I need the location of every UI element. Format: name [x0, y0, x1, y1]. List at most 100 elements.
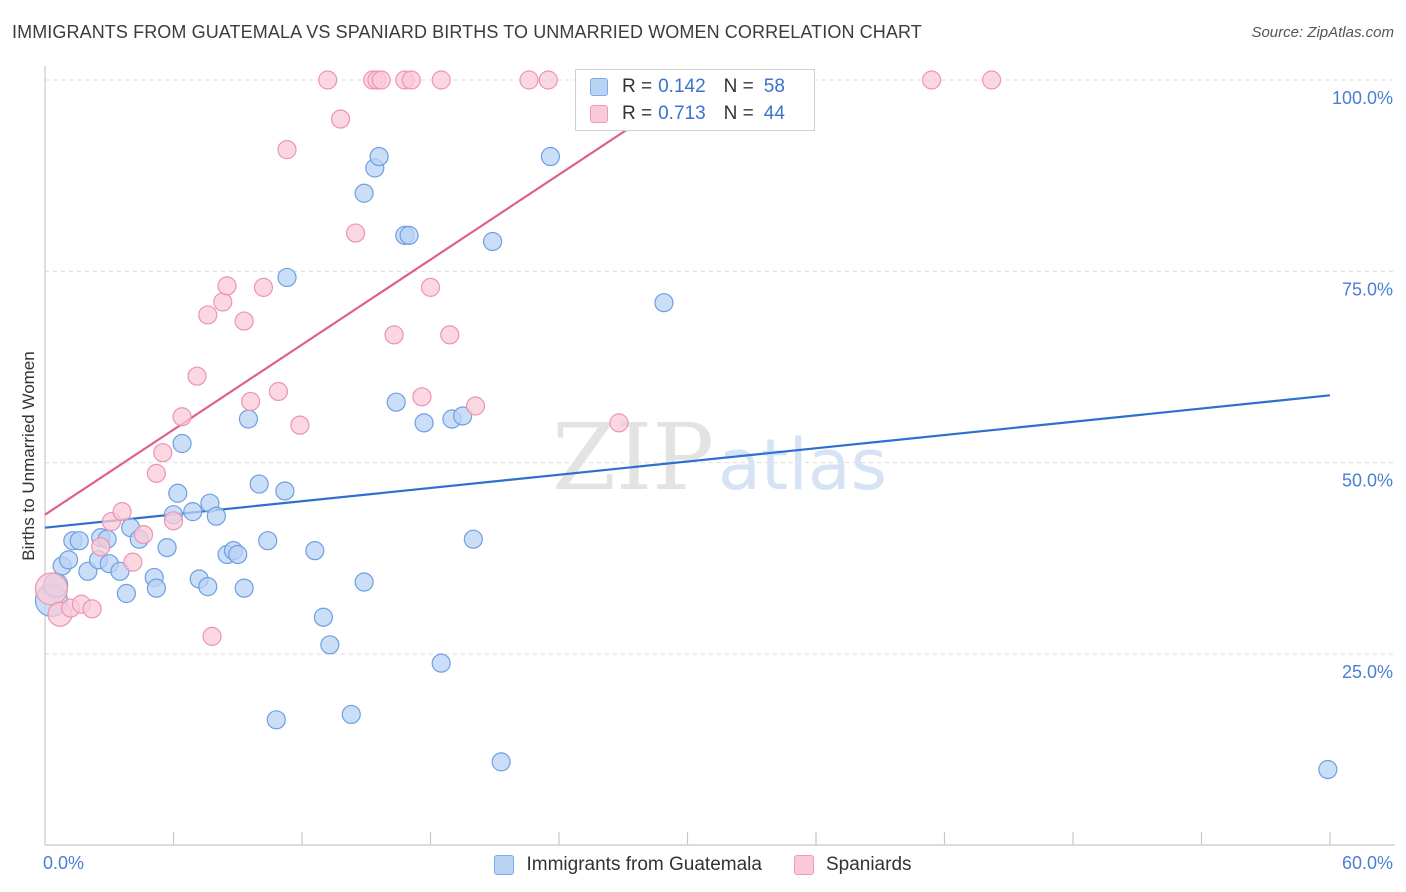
guatemala-point [258, 531, 278, 551]
guatemala-point [540, 146, 561, 167]
spaniards-point [982, 70, 1002, 90]
guatemala-point [463, 529, 483, 549]
x-tick-label: 60.0% [1342, 853, 1393, 873]
legend-item-spaniards[interactable]: Spaniards [793, 854, 912, 876]
guatemala-point [369, 146, 389, 167]
spaniards-point [345, 223, 366, 243]
r-value: 0.142 [658, 76, 706, 97]
source-label: Source: ZipAtlas.com [1251, 24, 1394, 41]
spaniards-point [217, 276, 237, 296]
r-value: 0.713 [658, 103, 706, 124]
spaniards-point [371, 70, 391, 90]
legend-label-spaniards: Spaniards [825, 854, 912, 875]
data-points [34, 70, 1338, 780]
guatemala-point [157, 537, 177, 558]
spaniards-point [153, 443, 173, 463]
spaniards-swatch [590, 105, 608, 123]
guatemala-point [172, 433, 192, 454]
spaniards-point [465, 396, 486, 416]
guatemala-point [69, 531, 89, 551]
x-tick-label: 0.0% [43, 853, 84, 873]
spaniards-point [384, 325, 404, 345]
tick-labels: 25.0% 50.0% 75.0% 100.0% 0.0% 60.0% [43, 88, 1393, 873]
guatemala-point [1318, 759, 1338, 780]
r-key: R = [622, 103, 653, 124]
spaniards-point [609, 413, 629, 433]
guatemala-point [234, 578, 254, 598]
guatemala-swatch [590, 78, 608, 96]
spaniards-point [538, 70, 558, 90]
guatemala-point [341, 704, 361, 725]
spaniards-point [519, 70, 539, 90]
n-key: N = [723, 76, 754, 97]
guatemala-point [249, 474, 269, 494]
spaniards-point [290, 415, 310, 435]
stats-legend-row-guatemala: R = 0.142 N = 58 [590, 74, 785, 100]
guatemala-point [228, 544, 248, 565]
spaniards-point [268, 381, 289, 402]
guatemala-point [431, 653, 451, 673]
legend-label-guatemala: Immigrants from Guatemala [526, 854, 762, 875]
spaniards-swatch [793, 855, 814, 875]
stats-legend-row-spaniards: R = 0.713 N = 44 [590, 101, 785, 127]
guatemala-point [654, 293, 674, 313]
n-value: 44 [763, 103, 785, 124]
spaniards-point [198, 305, 218, 325]
trend-lines [44, 74, 1331, 529]
guatemala-point [354, 183, 374, 203]
stats-legend: R = 0.142 N = 58 R = 0.713 N = 44 [575, 69, 815, 131]
y-tick-label: 75.0% [1342, 279, 1393, 299]
guatemala-point [313, 607, 334, 627]
spaniards-point [34, 572, 69, 606]
guatemala-point [414, 413, 434, 433]
spaniards-point [330, 109, 351, 129]
spaniards-point [187, 366, 207, 386]
spaniards-point [277, 140, 297, 160]
spaniards-point [318, 70, 338, 90]
spaniards-point [431, 70, 451, 90]
legend-item-guatemala[interactable]: Immigrants from Guatemala [494, 854, 762, 876]
guatemala-point [266, 710, 286, 730]
guatemala-point [277, 267, 297, 288]
guatemala-point [453, 406, 473, 426]
gridlines [45, 79, 1395, 655]
watermark-zip: ZIP [552, 404, 714, 511]
spaniards-point [401, 70, 421, 90]
spaniards-point [123, 552, 143, 572]
y-tick-label: 100.0% [1332, 88, 1393, 108]
watermark-atlas: atlas [718, 424, 887, 506]
guatemala-point [183, 502, 203, 522]
y-axis-label: Births to Unmarried Women [19, 351, 38, 560]
series-legend: Immigrants from Guatemala Spaniards [0, 852, 1406, 878]
guatemala-point [320, 635, 340, 655]
spaniards-point [112, 502, 132, 522]
guatemala-point [58, 550, 79, 570]
n-value: 58 [763, 76, 785, 97]
guatemala-point [399, 225, 419, 245]
n-key: N = [723, 103, 754, 124]
spaniards-point [412, 387, 432, 407]
y-tick-label: 50.0% [1342, 471, 1393, 491]
guatemala-point [354, 572, 374, 592]
spaniards-point [91, 537, 111, 557]
chart-title: IMMIGRANTS FROM GUATEMALA VS SPANIARD BI… [12, 22, 922, 42]
guatemala-point [206, 506, 226, 526]
r-key: R = [622, 76, 653, 97]
guatemala-point [483, 231, 503, 252]
guatemala-point [386, 392, 406, 412]
guatemala-trend-line [44, 394, 1331, 529]
guatemala-point [275, 481, 295, 501]
spaniards-point [213, 292, 233, 312]
axes [44, 66, 1395, 846]
guatemala-point [146, 578, 166, 598]
y-tick-label: 25.0% [1342, 662, 1393, 682]
guatemala-point [491, 752, 511, 772]
spaniards-point [202, 626, 222, 646]
guatemala-point [238, 409, 259, 429]
spaniards-point [172, 407, 192, 427]
guatemala-point [116, 583, 136, 604]
guatemala-point [305, 541, 325, 561]
guatemala-point [198, 577, 218, 597]
spaniards-point [241, 391, 261, 412]
